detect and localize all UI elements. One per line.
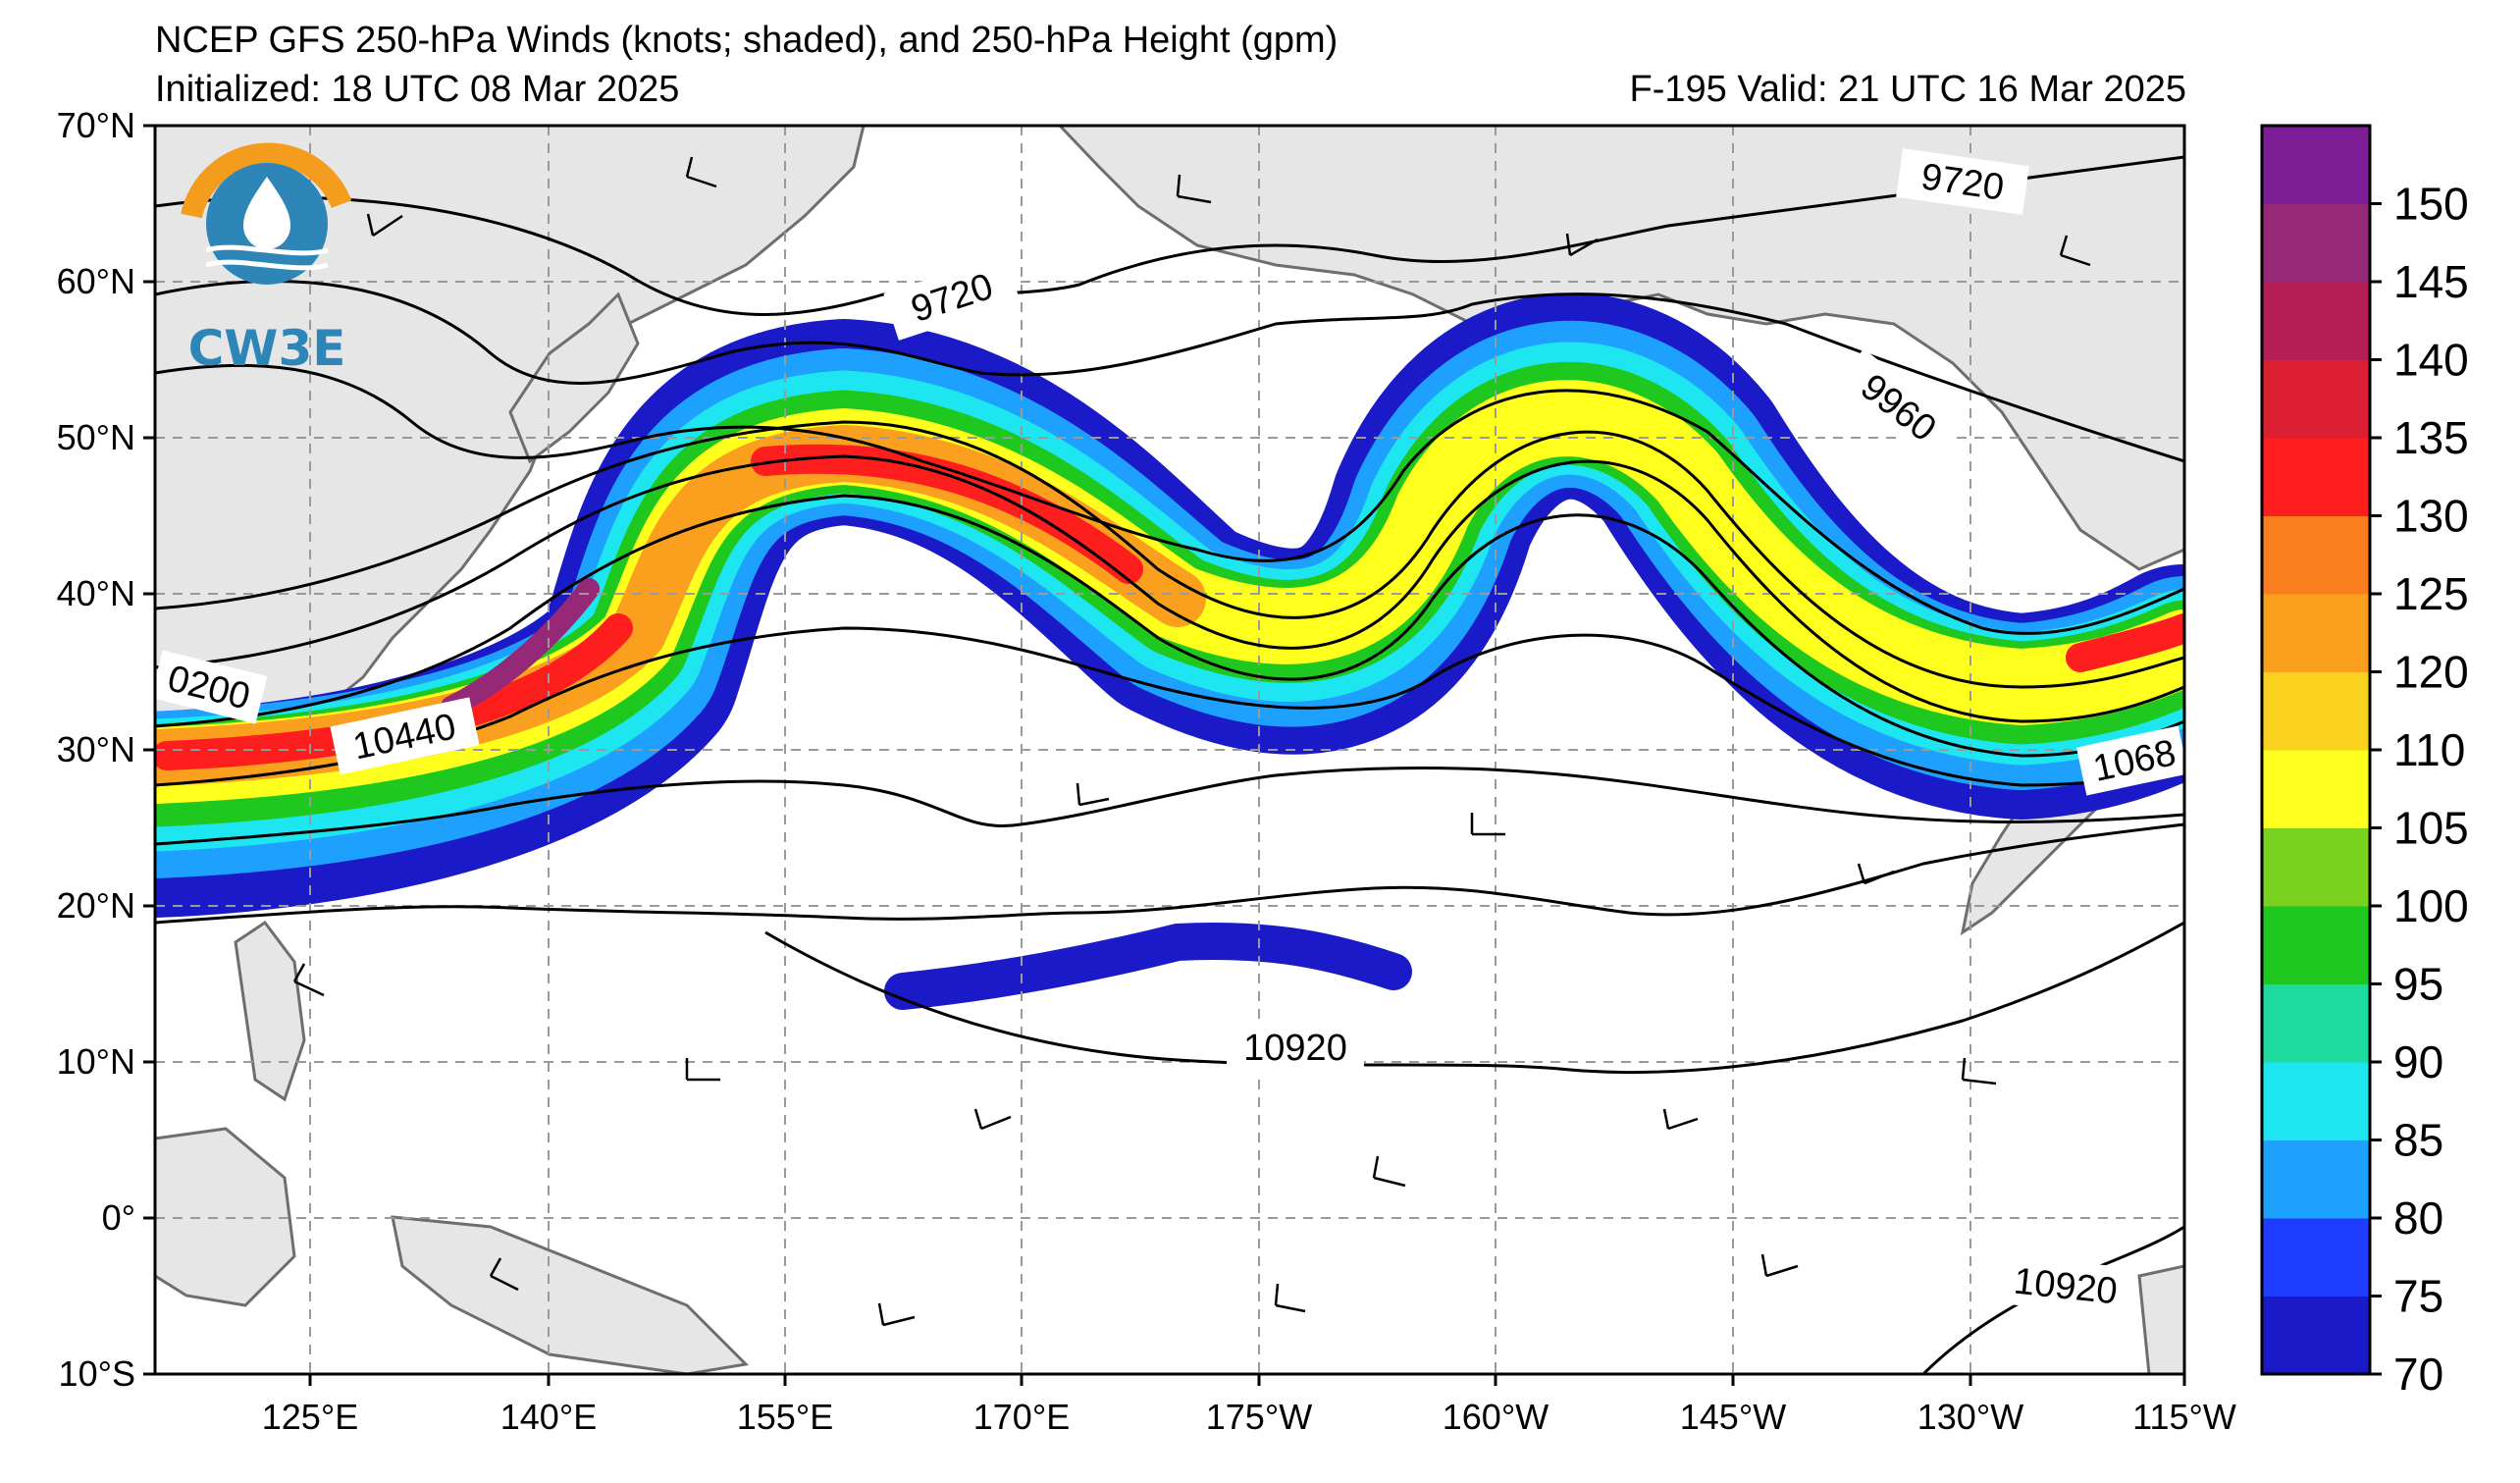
colorbar-label: 70	[2393, 1349, 2443, 1400]
wind-shading	[155, 292, 2184, 1010]
colorbar: 70 75 80 85 90 95 100 105 110 120 125 130 135 140 145 1…	[2260, 124, 2469, 1400]
height-contours	[155, 155, 2184, 1374]
north-america-land	[1057, 126, 2184, 571]
colorbar-swatch	[2262, 438, 2370, 516]
lat-label-60n: 60°N	[57, 261, 135, 301]
colorbar-label: 150	[2393, 179, 2469, 230]
philippines-land	[234, 920, 306, 1102]
lat-label-70n: 70°N	[57, 105, 135, 145]
south-america-land	[2137, 1264, 2184, 1374]
colorbar-swatch	[2262, 515, 2370, 595]
colorbar-label: 120	[2393, 647, 2469, 698]
colorbar-swatch	[2262, 671, 2370, 751]
colorbar-label: 95	[2393, 959, 2443, 1010]
borneo-land	[155, 1127, 296, 1307]
latitude-labels: 70°N 60°N 50°N 40°N 30°N 20°N 10°N 0° 10…	[57, 105, 135, 1394]
colorbar-swatch	[2262, 594, 2370, 672]
colorbar-label: 140	[2393, 335, 2469, 386]
contour-label-10920-a: 10920	[1243, 1028, 1347, 1069]
colorbar-swatch	[2262, 359, 2370, 439]
cw3e-logo: CW3E	[181, 142, 352, 377]
lat-label-30n: 30°N	[57, 729, 135, 769]
colorbar-label: 130	[2393, 491, 2469, 542]
colorbar-label: 145	[2393, 256, 2469, 307]
colorbar-label: 100	[2393, 880, 2469, 931]
lat-label-50n: 50°N	[57, 417, 135, 457]
colorbar-swatch	[2262, 750, 2370, 828]
colorbar-label: 125	[2393, 568, 2469, 619]
logo-sun-arc	[181, 142, 352, 219]
lon-label-145w: 145°W	[1680, 1397, 1786, 1437]
colorbar-swatch	[2262, 203, 2370, 283]
colorbar-swatch	[2262, 282, 2370, 360]
lon-label-115w: 115°W	[2132, 1397, 2236, 1437]
lon-label-170e: 170°E	[973, 1397, 1070, 1437]
colorbar-swatch	[2262, 1062, 2370, 1140]
lon-label-155e: 155°E	[737, 1397, 833, 1437]
longitude-labels: 125°E 140°E 155°E 170°E 175°W 160°W 145°…	[262, 1397, 2236, 1437]
lon-label-130w: 130°W	[1917, 1397, 2023, 1437]
colorbar-label: 90	[2393, 1036, 2443, 1087]
map-title: NCEP GFS 250-hPa Winds (knots; shaded), …	[155, 20, 1339, 61]
lon-label-140e: 140°E	[500, 1397, 597, 1437]
lon-label-160w: 160°W	[1443, 1397, 1549, 1437]
lat-label-10s: 10°S	[59, 1353, 135, 1394]
lat-label-10n: 10°N	[57, 1041, 135, 1082]
lat-label-20n: 20°N	[57, 885, 135, 926]
axis-ticks	[143, 124, 2186, 1386]
lon-label-125e: 125°E	[262, 1397, 358, 1437]
initialized-time: Initialized: 18 UTC 08 Mar 2025	[155, 69, 680, 110]
colorbar-swatch	[2262, 1139, 2370, 1219]
lat-label-40n: 40°N	[57, 573, 135, 613]
colorbar-swatch	[2262, 906, 2370, 984]
wind-barbs	[292, 156, 2091, 1327]
valid-time: F-195 Valid: 21 UTC 16 Mar 2025	[1629, 69, 2186, 110]
lon-label-175w: 175°W	[1206, 1397, 1312, 1437]
colorbar-swatch	[2262, 1218, 2370, 1297]
colorbar-swatch	[2262, 1296, 2370, 1375]
colorbar-label: 80	[2393, 1192, 2443, 1244]
colorbar-label: 135	[2393, 412, 2469, 463]
japan-land	[508, 291, 640, 464]
water-drop-icon	[243, 177, 290, 249]
colorbar-swatch	[2262, 126, 2370, 204]
colorbar-swatch	[2262, 983, 2370, 1063]
colorbar-label: 85	[2393, 1115, 2443, 1166]
new-guinea-land	[391, 1215, 750, 1374]
colorbar-label: 75	[2393, 1271, 2443, 1322]
logo-text: CW3E	[188, 320, 346, 377]
lat-label-0: 0°	[102, 1197, 135, 1238]
colorbar-label: 105	[2393, 803, 2469, 854]
colorbar-label: 110	[2393, 724, 2465, 775]
colorbar-swatch	[2262, 827, 2370, 907]
